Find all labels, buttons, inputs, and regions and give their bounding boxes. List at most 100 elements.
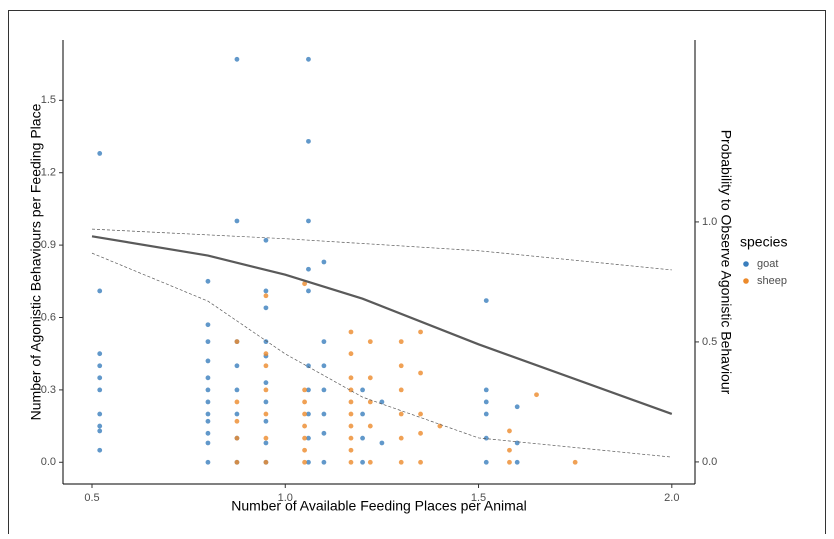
point	[306, 138, 311, 144]
point	[302, 423, 307, 429]
point	[398, 387, 404, 393]
point	[534, 392, 539, 398]
y-tick-label: 0.3	[41, 384, 56, 396]
point	[302, 411, 307, 417]
point	[97, 447, 103, 453]
point	[302, 435, 307, 441]
point	[263, 399, 269, 405]
point	[234, 411, 240, 417]
point	[306, 266, 311, 272]
prediction-line	[91, 228, 672, 271]
point	[306, 411, 311, 417]
point	[306, 288, 311, 294]
point	[234, 387, 240, 393]
point	[302, 281, 307, 287]
point	[360, 411, 365, 417]
y-axis-label: Number of Agonistic Behaviours per Feedi…	[28, 103, 44, 420]
point	[97, 411, 103, 417]
point	[234, 218, 240, 224]
prediction-line	[91, 252, 672, 458]
point	[205, 418, 211, 424]
point	[348, 375, 354, 381]
legend-label: goat	[757, 258, 778, 270]
point	[507, 428, 512, 434]
point	[348, 399, 354, 405]
y2-axis-label: Probability to Observe Agonistic Behavio…	[718, 130, 734, 395]
point	[367, 423, 373, 429]
y2-tick-label: 0.5	[702, 336, 717, 348]
point	[367, 339, 373, 345]
point	[321, 411, 327, 417]
point	[234, 459, 240, 465]
point	[234, 435, 240, 441]
point	[97, 151, 103, 156]
point	[97, 428, 103, 434]
point	[205, 278, 211, 284]
point	[263, 418, 269, 424]
point	[321, 430, 327, 436]
legend-label: sheep	[757, 275, 787, 287]
y2-tick-label: 0.0	[702, 456, 717, 468]
y2-tick-label: 1.0	[702, 216, 717, 228]
point	[572, 459, 578, 465]
point	[483, 387, 489, 393]
point	[97, 375, 103, 381]
point	[418, 411, 423, 417]
x-axis-label: Number of Available Feeding Places per A…	[231, 498, 526, 514]
point	[348, 447, 354, 453]
point	[205, 322, 211, 328]
x-tick-label: 2.0	[664, 492, 679, 504]
point	[360, 459, 365, 465]
legend-title: species	[740, 234, 787, 250]
x-tick-label: 1.5	[471, 492, 486, 504]
point	[234, 363, 240, 369]
point	[205, 339, 211, 345]
point	[483, 298, 489, 304]
point	[306, 363, 311, 369]
point	[306, 435, 311, 441]
point	[321, 459, 327, 465]
point	[483, 399, 489, 405]
point	[306, 387, 311, 393]
point	[367, 399, 373, 405]
point	[507, 447, 512, 453]
point	[263, 237, 269, 243]
point	[205, 387, 211, 393]
point	[205, 459, 211, 465]
point	[348, 435, 354, 441]
point	[348, 423, 354, 429]
point	[302, 387, 307, 393]
point	[514, 404, 520, 410]
point	[97, 387, 103, 393]
point	[234, 56, 240, 62]
point	[97, 363, 103, 369]
point	[97, 288, 103, 294]
point	[398, 459, 404, 465]
legend-swatch	[743, 278, 749, 284]
point	[302, 447, 307, 453]
point	[234, 418, 240, 424]
point	[398, 411, 404, 417]
point	[306, 218, 311, 224]
point	[418, 329, 423, 335]
point	[205, 399, 211, 405]
point	[379, 440, 385, 446]
point	[321, 339, 327, 345]
y-tick-label: 0.0	[41, 456, 56, 468]
point	[205, 411, 211, 417]
point	[234, 339, 240, 345]
point	[205, 375, 211, 381]
point	[263, 380, 269, 386]
point	[302, 459, 307, 465]
point	[483, 459, 489, 465]
point	[367, 375, 373, 381]
point	[97, 351, 103, 357]
legend-swatch	[743, 261, 749, 267]
y-tick-label: 0.9	[41, 239, 56, 251]
point	[263, 288, 269, 294]
frame	[8, 10, 826, 539]
point	[263, 363, 269, 369]
point	[205, 430, 211, 436]
y-tick-label: 0.6	[41, 311, 56, 323]
